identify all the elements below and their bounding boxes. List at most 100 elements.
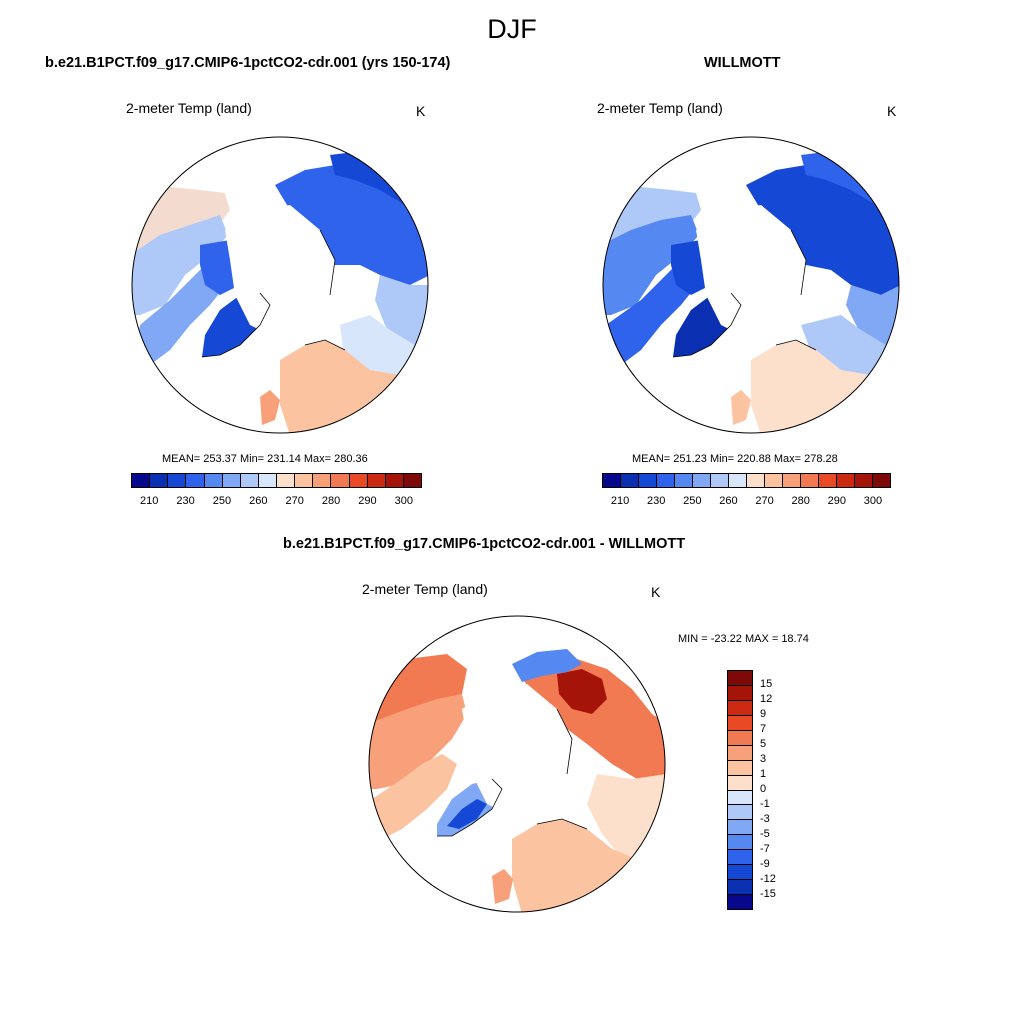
- colorbar-segment: [639, 474, 657, 487]
- colorbar-tick-label: 250: [683, 495, 702, 507]
- page-title: DJF: [487, 14, 537, 44]
- colorbar-tick-label: 270: [285, 495, 304, 507]
- colorbar-segment: [855, 474, 873, 487]
- colorbar-segment: [728, 715, 752, 731]
- colorbar-segment: [728, 880, 752, 896]
- colorbar-segment: [728, 671, 752, 686]
- colorbar-tick-label: -5: [760, 828, 770, 840]
- colorbar-tick-label: -12: [760, 873, 776, 885]
- colorbar-tick-label: 280: [791, 495, 810, 507]
- model-colorbar-ticks: 210 230 250 260 270 280 290 300: [131, 495, 422, 509]
- obs-colorbar-ticks: 210 230 250 260 270 280 290 300: [602, 495, 891, 509]
- colorbar-segment: [295, 474, 314, 487]
- colorbar-segment: [693, 474, 711, 487]
- colorbar-segment: [657, 474, 675, 487]
- diff-units-label: K: [651, 584, 661, 600]
- colorbar-tick-label: 280: [321, 495, 341, 507]
- siberia-region: [746, 165, 899, 295]
- colorbar-tick-label: 260: [249, 495, 268, 507]
- colorbar-segment: [367, 474, 386, 487]
- uk-region: [260, 390, 280, 425]
- model-colorbar: [131, 473, 422, 488]
- colorbar-segment: [132, 474, 151, 487]
- model-stats: MEAN= 253.37 Min= 231.14 Max= 280.36: [162, 453, 368, 465]
- colorbar-segment: [240, 474, 259, 487]
- colorbar-segment: [728, 895, 752, 909]
- obs-colorbar: [602, 473, 891, 488]
- obs-panel-title: WILLMOTT: [704, 55, 781, 71]
- colorbar-segment: [728, 865, 752, 881]
- colorbar-tick-label: 300: [394, 495, 413, 507]
- canada-west-region: [369, 694, 467, 789]
- greenland-core: [447, 799, 487, 829]
- colorbar-tick-label: -7: [760, 843, 770, 855]
- colorbar-segment: [837, 474, 855, 487]
- colorbar-segment: [728, 805, 752, 821]
- colorbar-segment: [204, 474, 223, 487]
- colorbar-segment: [729, 474, 747, 487]
- colorbar-tick-label: 0: [760, 783, 767, 795]
- colorbar-tick-label: 230: [647, 495, 666, 507]
- diff-colorbar-ticks: 15 12 9 7 5 3 1 0 -1 -3 -5 -7 -9 -12 -15: [760, 670, 800, 910]
- diff-panel-title: b.e21.B1PCT.f09_g17.CMIP6-1pctCO2-cdr.00…: [283, 536, 686, 552]
- colorbar-segment: [819, 474, 837, 487]
- model-units-label: K: [416, 103, 426, 119]
- siberia-hot-region: [557, 669, 607, 714]
- colorbar-tick-label: 250: [212, 495, 232, 507]
- colorbar-segment: [313, 474, 332, 487]
- colorbar-segment: [349, 474, 368, 487]
- colorbar-tick-label: 260: [719, 495, 738, 507]
- colorbar-segment: [801, 474, 819, 487]
- colorbar-tick-label: 300: [863, 495, 883, 507]
- obs-units-label: K: [887, 103, 897, 119]
- model-panel-title: b.e21.B1PCT.f09_g17.CMIP6-1pctCO2-cdr.00…: [45, 55, 451, 71]
- colorbar-tick-label: -1: [760, 798, 770, 810]
- colorbar-segment: [728, 700, 752, 716]
- canada-west-region: [603, 215, 699, 315]
- colorbar-segment: [728, 730, 752, 746]
- colorbar-segment: [258, 474, 277, 487]
- colorbar-segment: [765, 474, 783, 487]
- canada-region: [372, 754, 457, 839]
- colorbar-segment: [728, 820, 752, 836]
- colorbar-segment: [403, 474, 421, 487]
- colorbar-tick-label: 15: [760, 678, 773, 690]
- colorbar-tick-label: 210: [610, 495, 630, 507]
- colorbar-segment: [728, 790, 752, 806]
- colorbar-tick-label: 230: [176, 495, 195, 507]
- colorbar-segment: [277, 474, 296, 487]
- colorbar-segment: [603, 474, 621, 487]
- colorbar-tick-label: 3: [760, 753, 767, 765]
- colorbar-tick-label: 270: [755, 495, 774, 507]
- colorbar-segment: [728, 850, 752, 866]
- colorbar-tick-label: 290: [827, 495, 846, 507]
- colorbar-segment: [385, 474, 404, 487]
- obs-variable-label: 2-meter Temp (land): [597, 100, 723, 116]
- canada-west-region: [132, 215, 228, 315]
- colorbar-segment: [728, 745, 752, 761]
- colorbar-segment: [150, 474, 169, 487]
- obs-stats: MEAN= 251.23 Min= 220.88 Max= 278.28: [632, 453, 838, 465]
- colorbar-segment: [331, 474, 350, 487]
- colorbar-segment: [186, 474, 205, 487]
- colorbar-tick-label: -9: [760, 858, 770, 870]
- obs-polar-map: [602, 136, 900, 434]
- east-siberia-region: [512, 649, 582, 682]
- colorbar-tick-label: -3: [760, 813, 770, 825]
- colorbar-segment: [621, 474, 639, 487]
- diff-polar-map: [368, 615, 666, 913]
- colorbar-segment: [728, 685, 752, 701]
- colorbar-tick-label: 7: [760, 723, 767, 735]
- colorbar-tick-label: 12: [760, 693, 773, 705]
- colorbar-segment: [747, 474, 765, 487]
- colorbar-tick-label: 1: [760, 768, 767, 780]
- diff-variable-label: 2-meter Temp (land): [362, 581, 488, 597]
- model-polar-map: [131, 136, 429, 434]
- uk-region: [731, 390, 751, 425]
- colorbar-segment: [728, 775, 752, 791]
- colorbar-tick-label: 9: [760, 708, 767, 720]
- colorbar-tick-label: 290: [358, 495, 377, 507]
- colorbar-segment: [873, 474, 890, 487]
- uk-region: [492, 869, 513, 904]
- colorbar-segment: [728, 835, 752, 851]
